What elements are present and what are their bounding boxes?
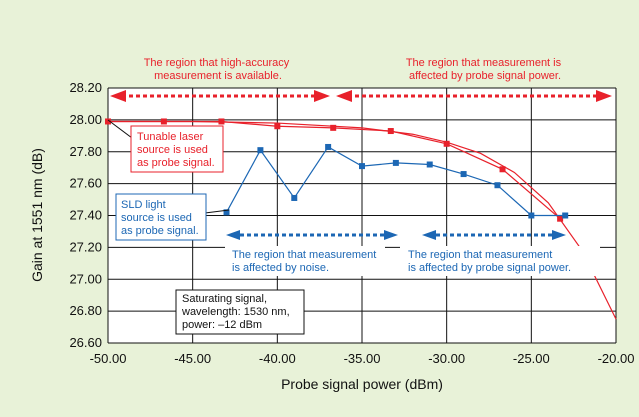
data-point-laser [557, 215, 564, 222]
power-region-text-background [400, 246, 600, 276]
annotation-line: The region that measurement [232, 249, 376, 261]
data-point-sld [223, 209, 230, 216]
y-tick-label: 27.20 [69, 239, 102, 254]
data-point-sld [460, 171, 467, 178]
red-arrowhead [314, 90, 330, 102]
data-point-sld [562, 212, 569, 219]
x-tick-label: ‑25.00 [513, 351, 550, 366]
data-point-laser [160, 118, 167, 125]
annotation-sld-light: SLD light source is used as probe signal… [121, 199, 199, 237]
axis-ticks: 26.60 26.80 27.00 27.20 27.40 27.60 27.80 28.00… [69, 80, 634, 366]
data-point-sld [426, 161, 433, 168]
blue-arrowhead [384, 230, 398, 240]
y-axis-label: Gain at 1551 nm (dB) [29, 148, 45, 282]
annotation-high-accuracy-region: The region that high-accuracy measuremen… [144, 57, 293, 82]
x-tick-label: ‑50.00 [90, 351, 127, 366]
data-point-laser [443, 140, 450, 147]
data-series [105, 118, 569, 222]
y-tick-label: 26.80 [69, 303, 102, 318]
noise-region-text-background [225, 246, 385, 276]
annotation-power-region-bottom: The region that measurement is affected … [408, 249, 571, 274]
y-tick-label: 26.60 [69, 335, 102, 350]
annotation-line: measurement is available. [154, 70, 282, 82]
annotation-line: SLD light [121, 199, 166, 211]
annotations: The region that high-accuracy measuremen… [107, 57, 600, 335]
data-point-sld [494, 182, 501, 189]
red-arrowhead [110, 90, 126, 102]
annotation-line: affected by probe signal power. [409, 70, 561, 82]
data-point-laser [218, 118, 225, 125]
y-tick-label: 28.00 [69, 112, 102, 127]
annotation-line: power: –12 dBm [182, 319, 262, 331]
y-tick-label: 27.60 [69, 176, 102, 191]
data-point-laser [387, 128, 394, 135]
annotation-line: Saturating signal, [182, 293, 267, 305]
data-point-sld [291, 194, 298, 201]
annotation-line: is affected by noise. [232, 262, 329, 274]
annotation-line: The region that measurement is [406, 57, 562, 69]
data-point-laser [274, 123, 281, 130]
blue-arrowhead [422, 230, 436, 240]
annotation-line: is affected by probe signal power. [408, 262, 571, 274]
annotation-saturating-signal: Saturating signal, wavelength: 1530 nm, … [181, 293, 293, 331]
annotation-line: as probe signal. [121, 225, 199, 237]
annotation-power-region-top: The region that measurement is affected … [406, 57, 564, 82]
data-point-sld [325, 143, 332, 150]
annotation-line: The region that high-accuracy [144, 57, 290, 69]
red-arrowhead [336, 90, 352, 102]
saturating-signal-box [175, 289, 305, 335]
y-tick-label: 27.80 [69, 144, 102, 159]
x-tick-label: ‑45.00 [174, 351, 211, 366]
blue-arrowhead [226, 230, 240, 240]
sld-callout-leader [204, 209, 230, 214]
annotation-noise-region: The region that measurement is affected … [232, 249, 379, 274]
data-point-sld [392, 159, 399, 166]
x-tick-label: ‑30.00 [428, 351, 465, 366]
data-point-laser [330, 124, 337, 131]
y-tick-label: 27.00 [69, 271, 102, 286]
annotation-line: source is used [137, 144, 208, 156]
data-point-sld [528, 212, 535, 219]
annotation-line: Tunable laser [137, 131, 204, 143]
x-axis-label: Probe signal power (dBm) [281, 376, 443, 392]
data-point-sld [257, 147, 264, 154]
red-arrowhead [596, 90, 612, 102]
x-tick-label: ‑20.00 [598, 351, 635, 366]
annotation-tunable-laser: Tunable laser source is used as probe si… [137, 131, 215, 169]
x-tick-label: ‑40.00 [259, 351, 296, 366]
annotation-line: source is used [121, 212, 192, 224]
sld-callout-box [115, 193, 207, 241]
y-tick-label: 28.20 [69, 80, 102, 95]
region-arrows [110, 90, 612, 240]
x-tick-label: ‑35.00 [344, 351, 381, 366]
data-point-laser [105, 118, 111, 125]
data-point-laser [499, 166, 506, 173]
laser-callout-leader [107, 119, 133, 139]
annotation-line: as probe signal. [137, 157, 215, 169]
blue-arrowhead [552, 230, 566, 240]
annotation-line: wavelength: 1530 nm, [181, 306, 290, 318]
y-tick-label: 27.40 [69, 208, 102, 223]
laser-callout-box [130, 125, 224, 173]
annotation-line: The region that measurement [408, 249, 552, 261]
data-point-sld [359, 163, 365, 170]
